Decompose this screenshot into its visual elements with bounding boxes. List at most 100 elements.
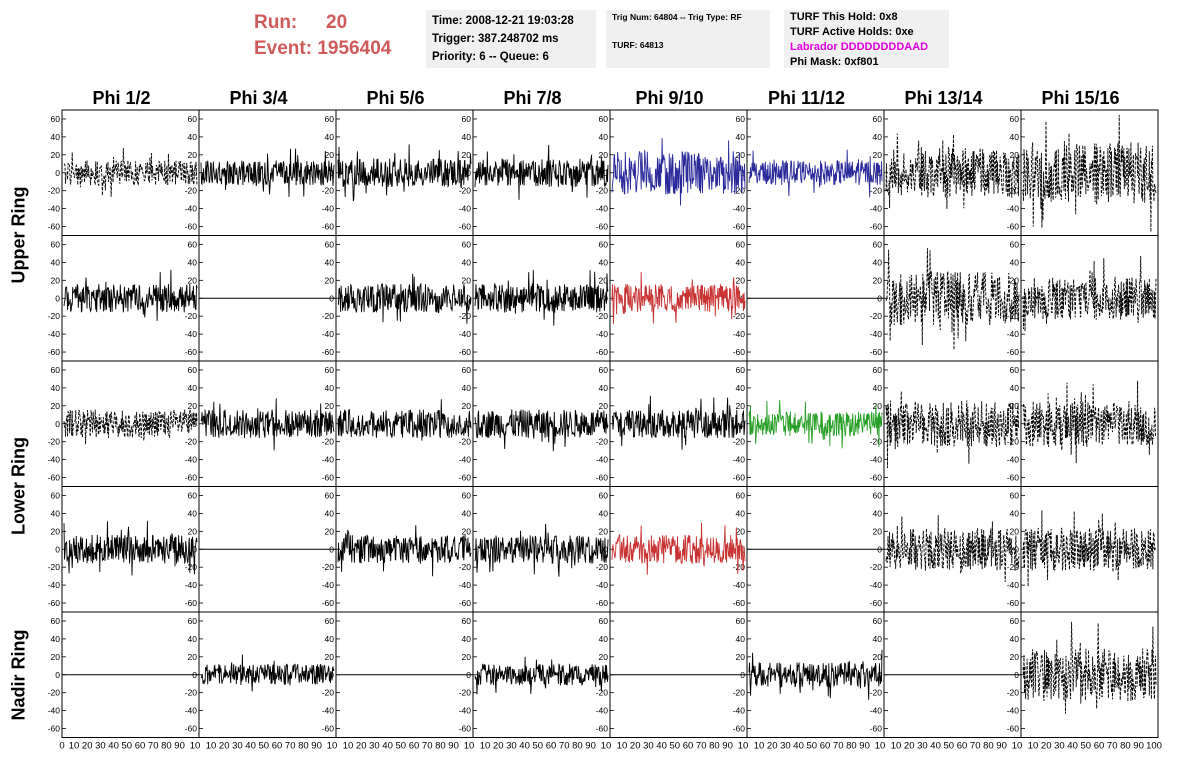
y-tick-label: -60: [1007, 347, 1020, 357]
y-tick-label: 40: [873, 257, 883, 267]
x-tick-label: 10: [464, 741, 475, 752]
y-tick-label: 60: [1010, 616, 1020, 626]
y-tick-label: -40: [1007, 204, 1020, 214]
y-tick-label: -20: [870, 562, 883, 572]
turf-info-box: TURF This Hold: 0x8 TURF Active Holds: 0…: [784, 10, 949, 68]
y-tick-label: 60: [462, 239, 472, 249]
y-tick-label: -20: [48, 311, 61, 321]
y-tick-label: 0: [466, 168, 471, 178]
waveform-trace: [748, 649, 883, 700]
y-tick-label: 20: [1010, 401, 1020, 411]
x-tick-label: 30: [369, 741, 380, 752]
y-tick-label: 20: [599, 275, 609, 285]
time-text: Time: 2008-12-21 19:03:28: [432, 15, 574, 27]
x-tick-label: 20: [219, 741, 230, 752]
waveform-trace: [63, 269, 198, 321]
waveform-trace: [337, 144, 472, 202]
y-tick-label: 60: [599, 490, 609, 500]
y-tick-label: -20: [596, 186, 609, 196]
x-tick-label: 60: [820, 741, 831, 752]
x-tick-label: 80: [435, 741, 446, 752]
y-tick-label: -40: [733, 455, 746, 465]
x-tick-label: 60: [135, 741, 146, 752]
column-header-phi-3-4: Phi 3/4: [229, 88, 288, 108]
x-tick-label: 40: [1067, 741, 1078, 752]
y-tick-label: -40: [596, 580, 609, 590]
y-tick-label: 20: [599, 526, 609, 536]
waveform-trace: [63, 409, 198, 445]
waveform-trace: [474, 523, 609, 577]
y-tick-label: 60: [1010, 114, 1020, 124]
x-tick-label: 10: [875, 741, 886, 752]
y-tick-label: -40: [185, 455, 198, 465]
y-tick-label: 20: [325, 150, 335, 160]
y-tick-label: 60: [462, 365, 472, 375]
y-tick-label: -40: [733, 329, 746, 339]
x-tick-label: 90: [859, 741, 870, 752]
y-tick-label: 40: [188, 132, 198, 142]
x-tick-label: 10: [480, 741, 491, 752]
y-tick-label: 20: [736, 526, 746, 536]
x-tick-label: 80: [1120, 741, 1131, 752]
y-tick-label: 40: [736, 132, 746, 142]
y-tick-label: 20: [462, 401, 472, 411]
x-tick-label: 80: [298, 741, 309, 752]
y-tick-label: -40: [185, 329, 198, 339]
y-tick-label: -20: [459, 437, 472, 447]
y-tick-label: -60: [1007, 473, 1020, 483]
trigger-text: Trigger: 387.248702 ms: [432, 33, 559, 45]
y-tick-label: 20: [736, 150, 746, 160]
x-tick-label: 20: [1041, 741, 1052, 752]
y-tick-label: 60: [599, 365, 609, 375]
y-tick-label: 60: [1010, 239, 1020, 249]
x-tick-label: 60: [683, 741, 694, 752]
y-tick-label: -60: [185, 473, 198, 483]
x-tick-label: 30: [95, 741, 106, 752]
y-tick-label: -20: [459, 562, 472, 572]
y-tick-label: 0: [603, 168, 608, 178]
y-tick-label: -20: [733, 311, 746, 321]
waveform-trace: [885, 133, 1020, 209]
y-tick-label: -20: [596, 688, 609, 698]
y-tick-label: 20: [51, 275, 61, 285]
y-tick-label: 40: [462, 383, 472, 393]
x-tick-label: 70: [1107, 741, 1118, 752]
y-tick-label: 40: [325, 383, 335, 393]
y-tick-label: -60: [322, 473, 335, 483]
phi-mask-text: Phi Mask: 0xf801: [790, 56, 879, 68]
y-tick-label: 20: [599, 401, 609, 411]
x-tick-label: 0: [59, 741, 64, 752]
y-tick-label: 20: [873, 526, 883, 536]
x-tick-label: 30: [780, 741, 791, 752]
x-tick-label: 70: [696, 741, 707, 752]
y-tick-label: -20: [185, 437, 198, 447]
y-tick-label: 20: [188, 275, 198, 285]
x-tick-label: 10: [343, 741, 354, 752]
y-tick-label: 20: [873, 275, 883, 285]
x-tick-label: 50: [122, 741, 133, 752]
y-tick-label: 20: [325, 652, 335, 662]
y-tick-label: -20: [459, 311, 472, 321]
y-tick-label: -40: [459, 329, 472, 339]
y-tick-label: 40: [1010, 508, 1020, 518]
y-tick-label: -60: [596, 598, 609, 608]
x-tick-label: 90: [996, 741, 1007, 752]
y-tick-label: 60: [873, 616, 883, 626]
panel-frame: [61, 360, 200, 487]
y-tick-label: 40: [873, 508, 883, 518]
x-tick-label: 10: [327, 741, 338, 752]
y-tick-label: 20: [736, 401, 746, 411]
x-tick-label: 80: [161, 741, 172, 752]
waveform-trace: [748, 399, 883, 449]
y-tick-label: 40: [873, 634, 883, 644]
y-tick-label: -60: [322, 724, 335, 734]
y-tick-label: 20: [51, 150, 61, 160]
x-tick-label: 20: [82, 741, 93, 752]
y-tick-label: -60: [185, 598, 198, 608]
y-tick-label: 40: [736, 634, 746, 644]
y-tick-label: 20: [325, 526, 335, 536]
y-tick-label: 40: [325, 634, 335, 644]
y-tick-label: -20: [322, 562, 335, 572]
y-tick-label: 40: [736, 383, 746, 393]
